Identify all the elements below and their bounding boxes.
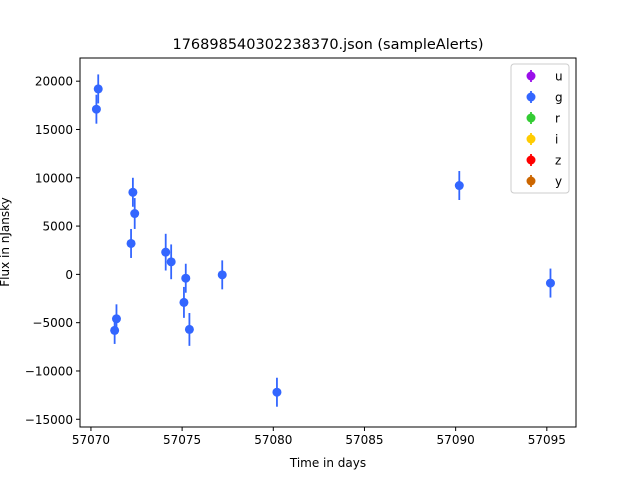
axes-frame (79, 57, 577, 428)
data-point-g (93, 84, 103, 94)
y-tick-label: 0 (65, 268, 73, 282)
legend-marker-u (526, 71, 536, 81)
data-point-g (161, 247, 171, 257)
data-points (91, 74, 555, 407)
y-tick-label: −10000 (25, 364, 73, 378)
x-tick-label: 57095 (528, 433, 566, 447)
data-point-g (128, 187, 138, 197)
y-tick-label: 15000 (35, 123, 73, 137)
y-tick-label: −15000 (25, 413, 73, 427)
y-axis-label: Flux in nJansky (0, 197, 12, 287)
x-tick-label: 57070 (72, 433, 110, 447)
data-point-g (272, 387, 282, 397)
y-tick-label: −5000 (32, 316, 73, 330)
legend-marker-r (526, 113, 536, 123)
legend-marker-i (526, 134, 536, 144)
data-point-g (111, 314, 121, 324)
legend-marker-g (526, 92, 536, 102)
legend-label-y: y (555, 175, 562, 189)
data-point-g (166, 257, 176, 267)
legend-label-i: i (555, 133, 558, 147)
data-point-g (130, 209, 140, 219)
x-tick-label: 57085 (345, 433, 383, 447)
x-tick-label: 57075 (163, 433, 201, 447)
legend-marker-y (526, 176, 536, 186)
data-point-g (454, 181, 464, 191)
data-point-g (91, 104, 101, 114)
data-point-g (545, 278, 555, 288)
data-point-g (110, 325, 120, 335)
x-axis-ticks: 57070 57075 57080 57085 57090 57095 (72, 427, 566, 447)
chart-title: 176898540302238370.json (sampleAlerts) (172, 37, 483, 53)
data-point-g (217, 270, 227, 280)
legend-label-z: z (555, 154, 561, 168)
y-tick-label: 10000 (35, 171, 73, 185)
x-tick-label: 57080 (254, 433, 292, 447)
data-point-g (126, 238, 136, 248)
y-tick-label: 20000 (35, 75, 73, 89)
data-point-g (184, 324, 194, 334)
y-tick-label: 5000 (42, 220, 73, 234)
legend-box (510, 63, 570, 194)
legend-label-g: g (555, 91, 563, 105)
x-tick-label: 57090 (437, 433, 475, 447)
legend-label-u: u (555, 70, 563, 84)
legend-marker-z (526, 155, 536, 165)
data-point-g (179, 297, 189, 307)
legend-label-r: r (555, 112, 560, 126)
x-axis-label: Time in days (289, 456, 366, 470)
y-axis-ticks: −15000 −10000 −5000 0 5000 10000 15000 20000 (25, 75, 80, 427)
plot-area (79, 57, 577, 428)
data-point-g (181, 273, 191, 283)
